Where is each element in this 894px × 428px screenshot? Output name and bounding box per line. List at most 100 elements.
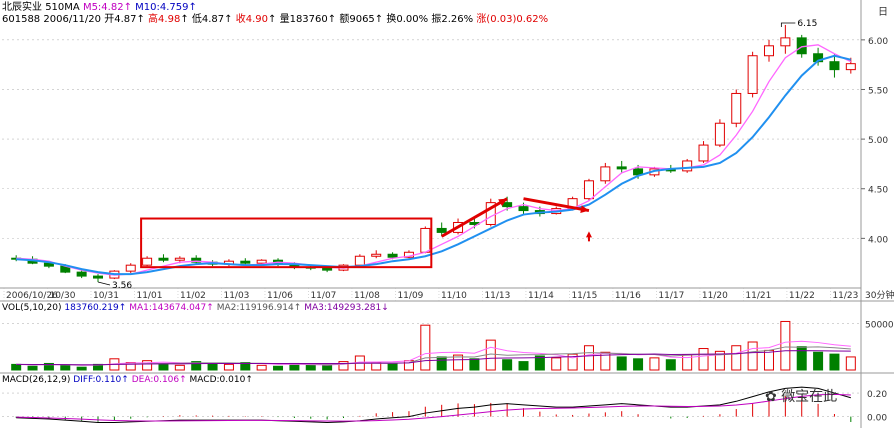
period-corner-label: 日 bbox=[878, 7, 888, 18]
candle-body bbox=[191, 257, 202, 263]
date-tick-label: 11/07 bbox=[310, 291, 336, 301]
candle-body bbox=[616, 166, 627, 170]
quote-detail: 601588 2006/11/20 开4.87↑ 高4.98↑ 低4.87↑ 收… bbox=[2, 14, 549, 25]
volume-bar bbox=[649, 357, 660, 371]
macd-title: MACD(26,12,9) bbox=[2, 375, 71, 385]
wechat-logo-icon: ✿ bbox=[765, 389, 777, 405]
volume-bar bbox=[583, 345, 594, 371]
pullback-arrow bbox=[523, 197, 590, 213]
candle-body bbox=[518, 206, 529, 212]
volume-bar bbox=[796, 346, 807, 371]
macd-header: MACD(26,12,9) DIFF:0.110↑ DEA:0.106↑ MAC… bbox=[2, 375, 253, 385]
volume-bar bbox=[174, 364, 185, 371]
price-tick-label: 5.00 bbox=[868, 136, 888, 146]
candle-body bbox=[600, 166, 611, 182]
date-tick-label: 11/10 bbox=[441, 291, 467, 301]
volume-bar bbox=[665, 359, 676, 371]
date-tick-label: 11/09 bbox=[397, 291, 423, 301]
high-value: 高4.98 bbox=[148, 14, 181, 25]
price-tick-label: 6.00 bbox=[868, 37, 888, 47]
candle-body bbox=[763, 45, 774, 57]
volume-bar bbox=[43, 362, 54, 371]
volume-bar bbox=[600, 351, 611, 371]
volume-bar bbox=[698, 348, 709, 371]
volume-bar bbox=[747, 341, 758, 371]
stock-name: 北辰实业 bbox=[2, 2, 42, 13]
macd-panel: 0.20 0.00 bbox=[2, 386, 887, 424]
watermark: ✿ 微宝在此 bbox=[765, 386, 837, 406]
volume-bar bbox=[763, 349, 774, 371]
volume-bar bbox=[338, 361, 349, 371]
volume-bar bbox=[387, 362, 398, 371]
volume-bar bbox=[436, 356, 447, 371]
macd-dea: DEA:0.106 bbox=[131, 375, 180, 385]
date-tick-label: 11/02 bbox=[180, 291, 206, 301]
volume-current: 183760.219 bbox=[64, 303, 119, 313]
candle-body bbox=[780, 37, 791, 47]
volume-bar bbox=[158, 363, 169, 371]
low-value: 低4.87 bbox=[191, 14, 225, 25]
volume-bar bbox=[273, 365, 284, 371]
candlesticks bbox=[11, 24, 856, 283]
date-tick-label: 11/16 bbox=[615, 291, 641, 301]
volume-bar bbox=[76, 366, 87, 371]
amount-value: 额9065 bbox=[339, 14, 375, 25]
axis-unit-label: 30分钟 bbox=[865, 289, 894, 301]
date-tick-label: 11/06 bbox=[267, 291, 293, 301]
date-tick-label: 11/21 bbox=[745, 291, 771, 301]
volume-bar bbox=[453, 354, 464, 371]
volume-ma2: MA2:119196.914 bbox=[216, 303, 294, 313]
volume-ma2-line bbox=[16, 346, 851, 366]
candle-body bbox=[142, 257, 153, 266]
volume-ma3: MA3:149293.281 bbox=[304, 303, 382, 313]
candle-body bbox=[158, 257, 169, 261]
pullback-arrow-head bbox=[580, 205, 589, 213]
volume-bar bbox=[469, 358, 480, 371]
date-tick-label: 11/23 bbox=[832, 291, 858, 301]
signal-arrow-head bbox=[585, 231, 592, 238]
volume-bar bbox=[534, 355, 545, 371]
macd-dea-line bbox=[16, 393, 851, 422]
volume-bar bbox=[567, 353, 578, 371]
price-axis: 6.00 5.50 5.00 4.50 4.00 bbox=[861, 37, 888, 245]
candle-body bbox=[698, 144, 709, 162]
candle-body bbox=[682, 160, 693, 172]
date-tick-label: 11/17 bbox=[658, 291, 684, 301]
date-tick-label: 2006/10/26 bbox=[6, 291, 58, 301]
macd-diff: DIFF:0.110 bbox=[73, 375, 122, 385]
volume-bar bbox=[207, 362, 218, 371]
candle-body bbox=[714, 122, 725, 146]
breakout-arrow-head bbox=[498, 198, 508, 207]
volume-bar bbox=[845, 356, 856, 371]
candle-body bbox=[76, 271, 87, 277]
annotations: 6.15 3.56 bbox=[97, 19, 817, 291]
volume-bar bbox=[60, 364, 71, 371]
candle-body bbox=[747, 55, 758, 94]
close-value: 收4.90 bbox=[235, 14, 268, 25]
volume-bar bbox=[551, 357, 562, 371]
volume-bar bbox=[780, 320, 791, 371]
breakout-arrow bbox=[440, 197, 508, 238]
candle-body bbox=[256, 259, 267, 264]
candle-body bbox=[93, 275, 104, 279]
volume-bar bbox=[420, 324, 431, 371]
volume-bar bbox=[829, 353, 840, 371]
candle-body bbox=[354, 255, 365, 266]
macd-value: MACD:0.010 bbox=[189, 375, 246, 385]
candle-body bbox=[420, 227, 431, 253]
volume-bar bbox=[322, 364, 333, 371]
volume-bar bbox=[256, 364, 267, 371]
price-tick-label: 4.00 bbox=[868, 235, 888, 245]
candle-body bbox=[371, 253, 382, 257]
volume-value: 量183760 bbox=[279, 14, 328, 25]
volume-bar bbox=[11, 363, 22, 371]
candle-body bbox=[485, 202, 496, 225]
date-tick-label: 11/01 bbox=[136, 291, 162, 301]
candle-body bbox=[125, 264, 136, 272]
volume-bar bbox=[731, 345, 742, 371]
candle-body bbox=[240, 260, 251, 264]
volume-bar bbox=[191, 361, 202, 371]
